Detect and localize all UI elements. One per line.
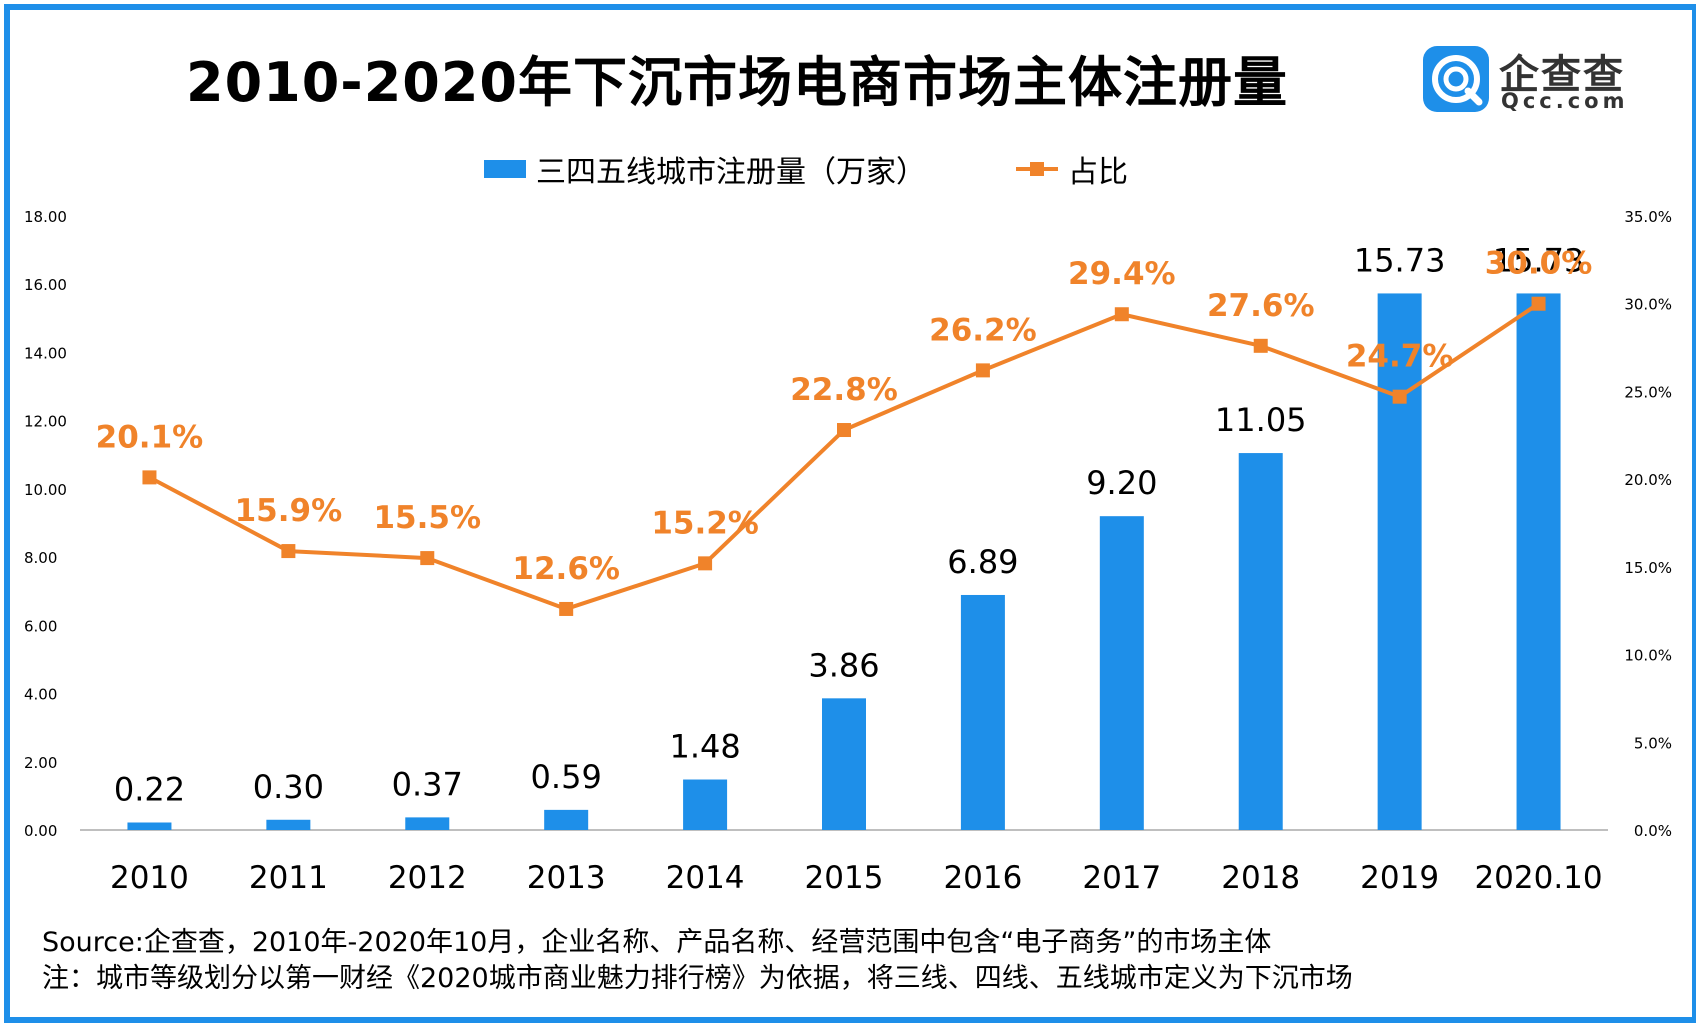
legend-line-swatch bbox=[1016, 162, 1058, 176]
line-data-label: 24.7% bbox=[1346, 339, 1454, 375]
bar bbox=[405, 817, 450, 830]
x-tick-label: 2015 bbox=[805, 860, 884, 896]
bar-data-label: 0.30 bbox=[253, 768, 324, 806]
line-data-label: 15.9% bbox=[235, 493, 343, 529]
x-tick-label: 2020.10 bbox=[1474, 860, 1602, 896]
chart-title: 2010-2020年下沉市场电商市场主体注册量 bbox=[186, 51, 1288, 114]
qcc-logo-icon bbox=[1423, 46, 1489, 112]
line-data-label: 30.0% bbox=[1485, 246, 1593, 282]
x-tick-label: 2018 bbox=[1221, 860, 1300, 896]
y-right-tick-label: 0.0% bbox=[1634, 822, 1672, 840]
y-right-tick-label: 30.0% bbox=[1624, 296, 1672, 314]
y-left-tick-label: 14.00 bbox=[24, 344, 67, 362]
x-tick-label: 2014 bbox=[666, 860, 745, 896]
y-left-tick-label: 2.00 bbox=[24, 754, 57, 772]
line-point bbox=[975, 363, 990, 378]
definition-note: 注：城市等级划分以第一财经《2020城市商业魅力排行榜》为依据，将三线、四线、五… bbox=[42, 963, 1353, 994]
line-data-label: 15.5% bbox=[373, 500, 481, 536]
bar-data-label: 15.73 bbox=[1354, 241, 1446, 279]
bar-data-label: 15.73 bbox=[1493, 241, 1585, 279]
line-point bbox=[837, 423, 851, 438]
line-point bbox=[142, 470, 157, 485]
bar-data-label: 0.59 bbox=[531, 758, 602, 796]
line-point bbox=[420, 551, 435, 566]
x-tick-label: 2011 bbox=[249, 860, 328, 896]
y-left-tick-label: 18.00 bbox=[24, 208, 67, 226]
bar bbox=[1238, 453, 1283, 830]
line-point bbox=[698, 556, 713, 571]
chart-notes: Source:企查查，2010年-2020年10月，企业名称、产品名称、经营范围… bbox=[42, 925, 1353, 997]
x-tick-label: 2012 bbox=[388, 860, 467, 896]
bar bbox=[822, 698, 866, 830]
line-data-label: 27.6% bbox=[1207, 288, 1315, 324]
qcc-logo: 企查查 Qcc.com bbox=[1423, 46, 1624, 113]
legend-bar-label: 三四五线城市注册量（万家） bbox=[536, 155, 926, 190]
line-point bbox=[1114, 307, 1129, 322]
y-left-tick-label: 6.00 bbox=[24, 617, 57, 635]
y-left-tick-label: 8.00 bbox=[24, 549, 57, 567]
x-tick-label: 2010 bbox=[110, 860, 189, 896]
bar bbox=[127, 822, 172, 830]
line-point bbox=[1392, 389, 1407, 404]
y-right-tick-label: 15.0% bbox=[1624, 559, 1672, 577]
y-left-tick-label: 0.00 bbox=[24, 822, 57, 840]
bar bbox=[544, 809, 589, 830]
bar bbox=[1377, 293, 1422, 830]
bar-data-label: 9.20 bbox=[1086, 464, 1157, 502]
bar-data-label: 6.89 bbox=[947, 543, 1018, 581]
bar-data-label: 11.05 bbox=[1215, 401, 1307, 439]
logo-name: 企查查 bbox=[1499, 52, 1625, 98]
bar-data-label: 3.86 bbox=[808, 646, 879, 684]
line-data-label: 20.1% bbox=[96, 419, 204, 455]
line-point bbox=[559, 601, 574, 616]
line-data-label: 22.8% bbox=[790, 372, 898, 408]
x-tick-label: 2013 bbox=[527, 860, 606, 896]
logo-domain: Qcc.com bbox=[1501, 89, 1629, 113]
line-point bbox=[281, 544, 296, 559]
bar-data-label: 1.48 bbox=[669, 728, 740, 766]
y-left-tick-label: 16.00 bbox=[24, 276, 67, 294]
y-right-tick-label: 20.0% bbox=[1624, 471, 1672, 489]
line-data-label: 12.6% bbox=[512, 551, 620, 587]
bar bbox=[266, 819, 311, 830]
y-left-tick-label: 10.00 bbox=[24, 481, 67, 499]
bar bbox=[683, 779, 728, 830]
x-tick-label: 2017 bbox=[1082, 860, 1161, 896]
bar bbox=[960, 594, 1005, 830]
line-data-label: 15.2% bbox=[651, 505, 759, 541]
legend-bar-swatch bbox=[484, 160, 526, 178]
y-left-tick-label: 4.00 bbox=[24, 686, 57, 704]
bar-data-label: 0.37 bbox=[392, 765, 463, 803]
share-line bbox=[148, 302, 1540, 611]
bar bbox=[1099, 516, 1144, 830]
y-left-tick-label: 12.00 bbox=[24, 413, 67, 431]
y-right-tick-label: 25.0% bbox=[1624, 383, 1672, 401]
line-point bbox=[1253, 338, 1268, 353]
source-note: Source:企查查，2010年-2020年10月，企业名称、产品名称、经营范围… bbox=[42, 927, 1272, 958]
legend-item-bar: 三四五线城市注册量（万家） bbox=[484, 147, 926, 191]
bar-data-label: 0.22 bbox=[114, 770, 185, 808]
x-tick-label: 2019 bbox=[1360, 860, 1439, 896]
x-tick-label: 2016 bbox=[943, 860, 1022, 896]
line-data-label: 29.4% bbox=[1068, 256, 1176, 292]
legend-line-label: 占比 bbox=[1068, 155, 1128, 190]
line-data-label: 26.2% bbox=[929, 312, 1037, 348]
bar bbox=[1516, 293, 1561, 830]
line-point bbox=[1531, 296, 1546, 311]
y-right-tick-label: 35.0% bbox=[1624, 208, 1672, 226]
y-right-tick-label: 5.0% bbox=[1634, 734, 1672, 752]
y-right-tick-label: 10.0% bbox=[1624, 647, 1672, 665]
legend-item-line: 占比 bbox=[1016, 147, 1128, 191]
